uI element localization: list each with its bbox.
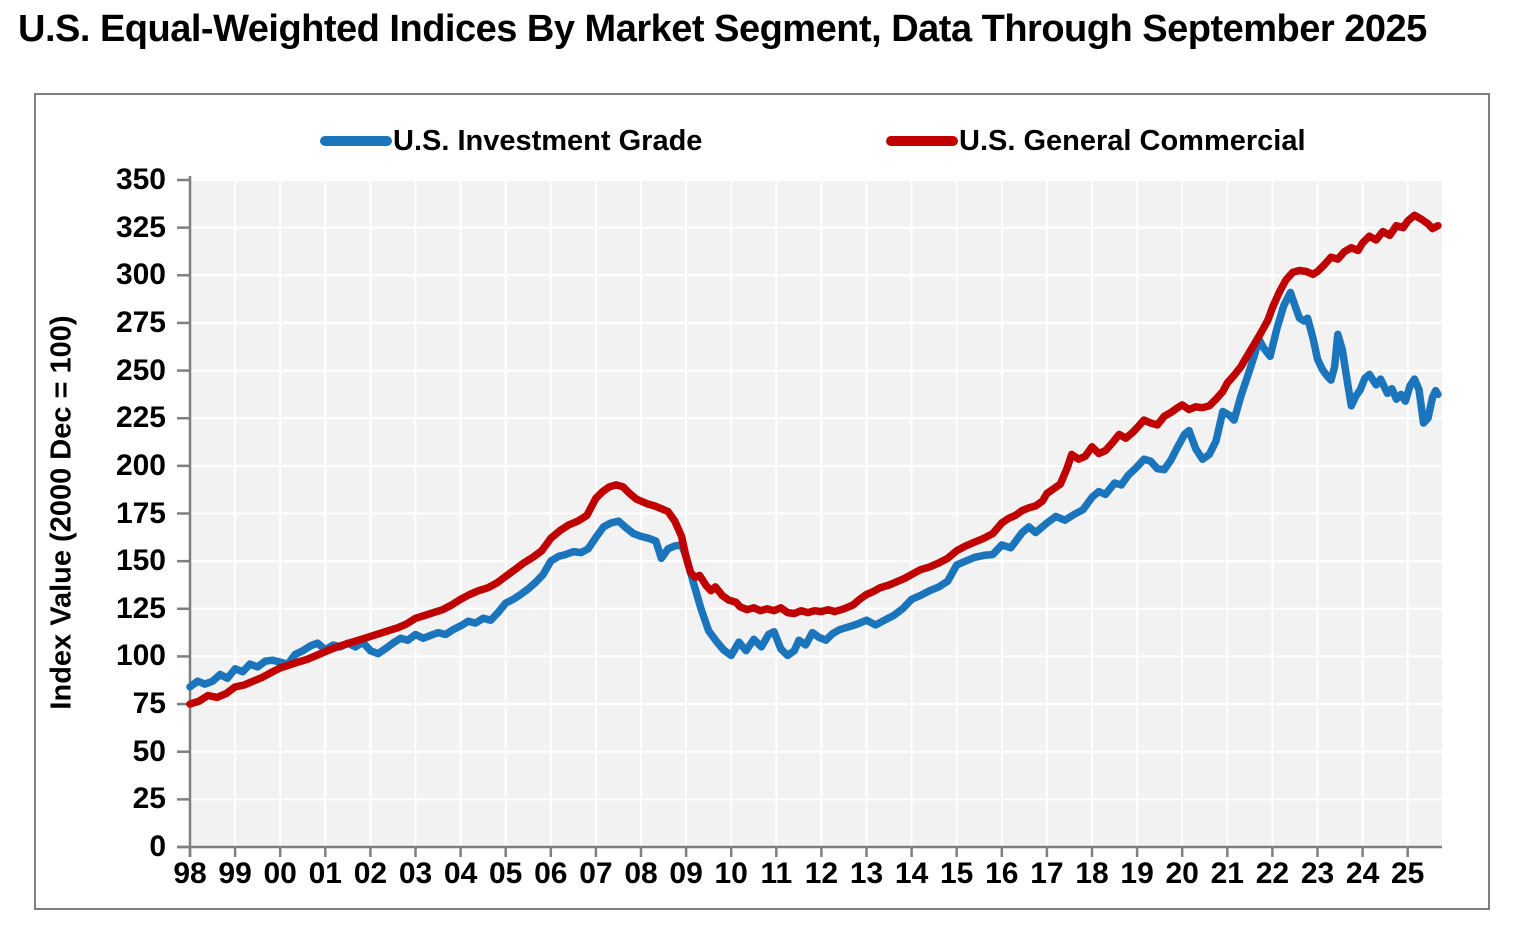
x-tick-label: 11 — [760, 857, 793, 890]
y-tick-label: 100 — [115, 639, 166, 673]
y-tick-label: 250 — [115, 353, 166, 387]
x-tick-label: 16 — [985, 857, 1019, 890]
y-tick-label: 200 — [115, 448, 166, 482]
y-tick-label: 0 — [149, 830, 166, 863]
page-title: U.S. Equal-Weighted Indices By Market Se… — [18, 8, 1427, 50]
x-tick-label: 19 — [1120, 857, 1154, 890]
y-tick-label: 150 — [115, 544, 166, 578]
x-tick-label: 05 — [489, 857, 523, 890]
x-tick-label: 14 — [894, 857, 929, 890]
y-tick-label: 325 — [115, 210, 166, 244]
y-tick-label: 75 — [132, 687, 166, 721]
y-tick-label: 300 — [115, 258, 166, 292]
x-tick-label: 22 — [1255, 857, 1290, 890]
legend-item-investment-grade: U.S. Investment Grade — [320, 124, 702, 158]
x-tick-label: 07 — [579, 857, 613, 890]
x-tick-label: 98 — [173, 857, 207, 890]
x-tick-label: 01 — [308, 857, 342, 890]
y-tick-label: 25 — [132, 782, 166, 816]
x-tick-label: 00 — [263, 857, 297, 890]
y-tick-label: 275 — [115, 305, 166, 339]
x-tick-label: 04 — [443, 857, 478, 890]
x-tick-label: 08 — [624, 857, 658, 890]
x-tick-label: 20 — [1165, 857, 1199, 890]
x-tick-label: 06 — [534, 857, 568, 890]
legend-swatch-general-commercial-icon — [886, 136, 958, 146]
x-tick-label: 03 — [398, 857, 433, 890]
legend-label-general-commercial: U.S. General Commercial — [959, 124, 1306, 157]
legend-label-investment-grade: U.S. Investment Grade — [393, 124, 703, 157]
legend-item-general-commercial: U.S. General Commercial — [886, 124, 1306, 158]
x-tick-label: 12 — [804, 857, 839, 890]
x-tick-label: 99 — [218, 857, 252, 890]
series-line-general-commercial — [186, 211, 1442, 708]
x-tick-label: 21 — [1210, 857, 1244, 890]
x-tick-label: 09 — [669, 857, 703, 890]
legend-swatch-investment-grade-icon — [320, 136, 392, 146]
series-line-investment-grade — [186, 288, 1442, 691]
x-tick-label: 10 — [714, 857, 748, 890]
x-tick-label: 02 — [353, 857, 388, 890]
x-tick-label: 13 — [849, 857, 884, 890]
y-tick-label: 175 — [115, 496, 166, 530]
x-tick-label: 24 — [1345, 857, 1380, 890]
y-tick-label: 350 — [115, 163, 166, 196]
x-tick-label: 18 — [1075, 857, 1109, 890]
x-tick-label: 25 — [1391, 857, 1425, 890]
y-tick-label: 225 — [115, 401, 166, 435]
y-tick-label: 50 — [132, 734, 166, 768]
x-tick-label: 15 — [940, 857, 974, 890]
y-tick-label: 125 — [115, 591, 166, 625]
x-tick-label: 17 — [1030, 857, 1064, 890]
x-tick-label: 23 — [1300, 857, 1335, 890]
